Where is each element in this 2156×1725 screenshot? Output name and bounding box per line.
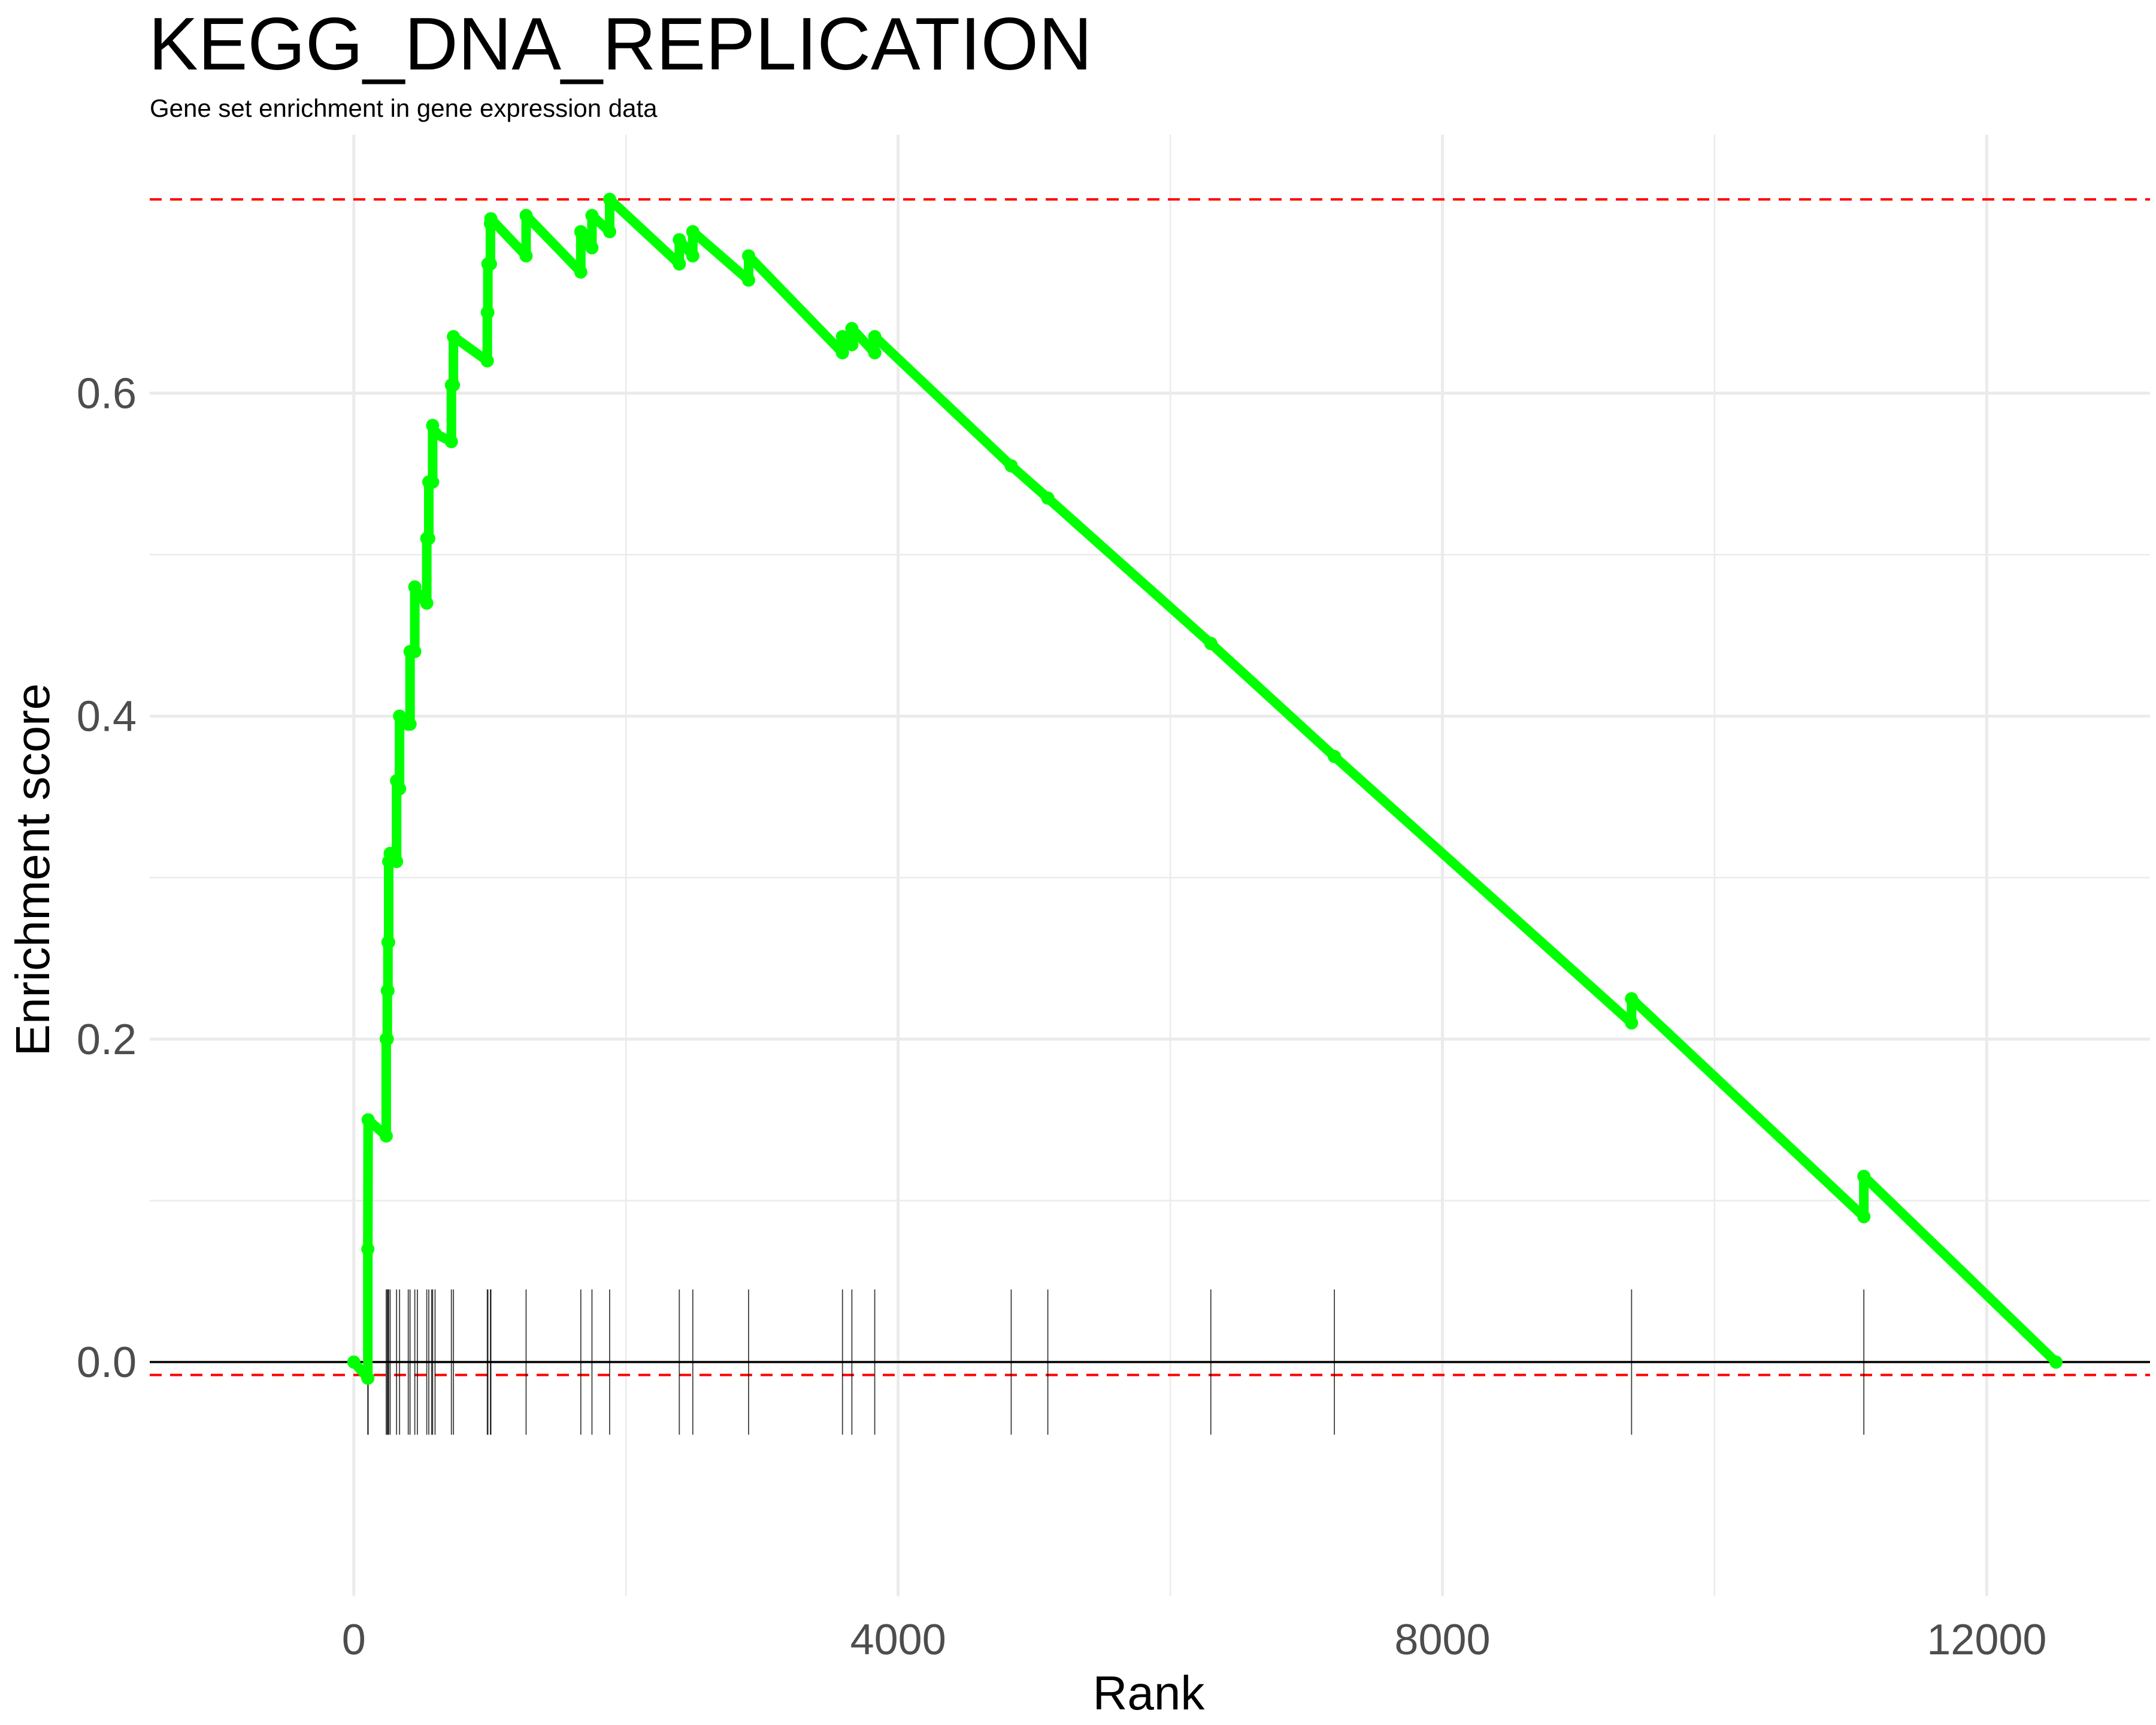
x-tick-label: 4000 bbox=[850, 1616, 946, 1664]
enrichment-point bbox=[519, 208, 533, 222]
y-tick-label: 0.4 bbox=[77, 693, 137, 741]
enrichment-point bbox=[447, 330, 461, 343]
enrichment-point bbox=[585, 208, 599, 222]
x-axis-title: Rank bbox=[1093, 1666, 1206, 1720]
enrichment-point bbox=[868, 346, 882, 359]
enrichment-point bbox=[481, 305, 495, 319]
chart-title: KEGG_DNA_REPLICATION bbox=[149, 3, 1092, 86]
enrichment-point bbox=[574, 265, 588, 279]
enrichment-point bbox=[483, 257, 497, 271]
enrichment-point bbox=[835, 346, 849, 359]
enrichment-point bbox=[428, 426, 442, 440]
enrichment-point bbox=[403, 718, 417, 731]
enrichment-point bbox=[426, 475, 440, 489]
enrichment-point bbox=[835, 330, 849, 343]
threshold-lines bbox=[150, 198, 2150, 1376]
enrichment-point bbox=[408, 644, 422, 658]
enrichment-point bbox=[484, 212, 498, 226]
enrichment-point bbox=[380, 1032, 394, 1046]
enrichment-point bbox=[519, 249, 533, 263]
enrichment-point bbox=[1204, 637, 1218, 650]
enrichment-point bbox=[2049, 1355, 2063, 1369]
enrichment-point bbox=[845, 322, 859, 335]
x-tick-label: 12000 bbox=[1927, 1616, 2046, 1664]
enrichment-point bbox=[585, 241, 599, 255]
enrichment-point bbox=[1857, 1210, 1871, 1224]
enrichment-point bbox=[868, 330, 882, 343]
enrichment-point bbox=[420, 596, 434, 610]
enrichment-point bbox=[686, 225, 700, 238]
enrichment-point bbox=[1328, 750, 1342, 763]
enrichment-point bbox=[381, 984, 395, 997]
enrichment-point bbox=[361, 1113, 375, 1127]
enrichment-point bbox=[1625, 1016, 1639, 1030]
x-tick-label: 8000 bbox=[1394, 1616, 1490, 1664]
enrichment-point bbox=[673, 257, 686, 271]
enrichment-point bbox=[742, 249, 755, 263]
enrichment-point bbox=[1004, 459, 1018, 473]
enrichment-point bbox=[742, 273, 755, 287]
y-tick-label: 0.2 bbox=[77, 1016, 137, 1064]
enrichment-point bbox=[1625, 992, 1639, 1006]
tick-labels: 0 4000 8000 12000 0.0 0.2 0.4 0.6 bbox=[77, 370, 2047, 1664]
enrichment-point bbox=[347, 1355, 361, 1369]
enrichment-point bbox=[1041, 491, 1055, 505]
enrichment-point bbox=[603, 225, 616, 238]
enrichment-point bbox=[845, 338, 859, 352]
enrichment-point bbox=[379, 1129, 393, 1143]
enrichment-point bbox=[1857, 1170, 1871, 1183]
x-tick-label: 0 bbox=[342, 1616, 366, 1664]
y-axis-title: Enrichment score bbox=[6, 683, 59, 1056]
enrichment-point bbox=[673, 233, 686, 247]
enrichment-point bbox=[444, 435, 458, 449]
enrichment-point bbox=[390, 855, 404, 868]
enrichment-point bbox=[361, 1242, 375, 1256]
enrichment-point bbox=[410, 588, 424, 602]
enrichment-score-line bbox=[349, 194, 2061, 1383]
enrichment-point bbox=[361, 1372, 375, 1385]
chart-subtitle: Gene set enrichment in gene expression d… bbox=[150, 94, 658, 122]
enrichment-point bbox=[447, 378, 461, 392]
enrichment-point bbox=[393, 782, 407, 795]
enrichment-point bbox=[393, 709, 407, 723]
enrichment-point bbox=[686, 249, 700, 263]
enrichment-point bbox=[603, 192, 616, 206]
y-tick-label: 0.6 bbox=[77, 370, 137, 417]
enrichment-point bbox=[480, 354, 494, 368]
y-tick-label: 0.0 bbox=[77, 1339, 137, 1387]
enrichment-point bbox=[422, 532, 435, 545]
enrichment-point bbox=[382, 936, 395, 949]
enrichment-point bbox=[574, 225, 588, 238]
enrichment-curve bbox=[347, 192, 2063, 1385]
